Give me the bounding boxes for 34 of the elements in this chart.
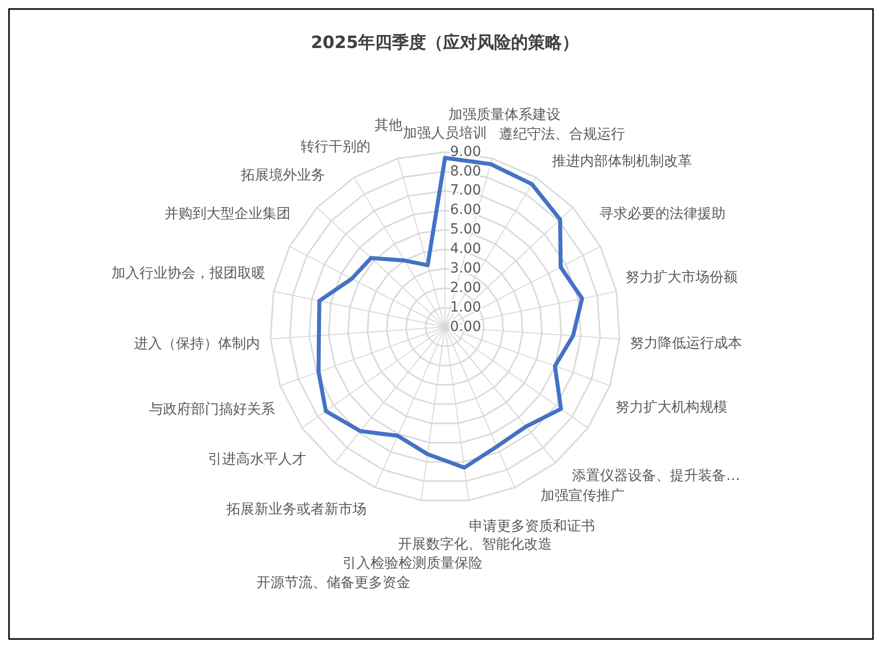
chart-title: 2025年四季度（应对风险的策略） <box>310 33 580 53</box>
spoke-label: 努力降低运行成本 <box>630 335 742 352</box>
spoke-label: 并购到大型企业集团 <box>164 206 291 222</box>
y-tick-label: 8.00 <box>450 163 482 180</box>
y-tick-label: 1.00 <box>450 299 482 316</box>
y-tick-label: 6.00 <box>450 202 482 218</box>
y-tick-label: 4.00 <box>450 241 482 258</box>
spoke-label: 加强质量体系建设 <box>448 106 560 123</box>
spoke-label: 加强人员培训 <box>403 125 487 142</box>
y-tick-label: 2.00 <box>450 280 482 296</box>
spoke-label: 努力扩大机构规模 <box>616 399 728 416</box>
spoke-label: 推进内部体制机制改革 <box>552 154 692 170</box>
spoke-label: 引入检验检测质量保险 <box>342 555 482 572</box>
spoke-label: 进入（保持）体制内 <box>134 336 260 352</box>
y-tick-label: 7.00 <box>450 182 482 199</box>
spoke-label: 努力扩大市场份额 <box>625 270 738 286</box>
spoke-label: 转行干别的 <box>300 139 371 156</box>
spoke-label: 开源节流、储备更多资金 <box>256 575 411 592</box>
spoke-label: 其他 <box>374 118 403 134</box>
spoke-label: 与政府部门搞好关系 <box>149 402 276 418</box>
spoke-label: 添置仪器设备、提升装备… <box>572 468 740 484</box>
spoke-label: 加入行业协会，报团取暖 <box>111 266 266 282</box>
spoke-label: 寻求必要的法律援助 <box>599 206 726 222</box>
spoke-label: 引进高水平人才 <box>208 451 306 468</box>
y-tick-label: 9.00 <box>450 144 482 160</box>
spoke-label: 遵纪守法、合规运行 <box>498 126 625 143</box>
y-tick-label: 5.00 <box>450 222 482 238</box>
spoke-label: 开展数字化、智能化改造 <box>398 536 552 553</box>
spoke-label: 加强宣传推广 <box>540 488 625 504</box>
y-tick-label: 0.00 <box>450 318 482 335</box>
spoke-label: 拓展新业务或者新市场 <box>225 502 366 518</box>
y-tick-label: 3.00 <box>450 260 482 276</box>
spoke-label: 拓展境外业务 <box>240 168 326 184</box>
spoke-label: 申请更多资质和证书 <box>468 518 595 535</box>
